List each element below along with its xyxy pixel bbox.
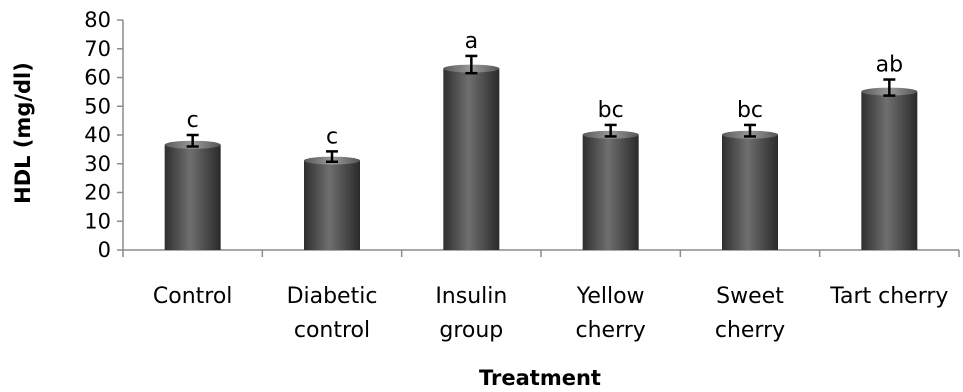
- y-axis-title: HDL (mg/dl): [11, 62, 35, 204]
- bar-group: bc: [582, 98, 639, 250]
- bar: [164, 144, 221, 250]
- bar: [582, 134, 639, 250]
- y-tick-label: 60: [84, 66, 111, 90]
- bars: c c a bc bc ab: [164, 29, 918, 250]
- bar: [861, 91, 918, 250]
- bar: [304, 160, 360, 250]
- bar-group: bc: [722, 98, 778, 250]
- significance-label: ab: [876, 53, 903, 78]
- y-tick-label: 80: [84, 8, 111, 32]
- y-tick-label: 40: [84, 123, 111, 147]
- significance-label: a: [465, 29, 478, 54]
- y-tick-label: 20: [84, 181, 111, 205]
- category-label: Diabetic: [287, 284, 378, 309]
- category-label: Sweet: [716, 284, 784, 309]
- category-label: control: [294, 318, 370, 343]
- significance-label: bc: [737, 98, 763, 123]
- category-label: cherry: [576, 318, 646, 343]
- significance-label: c: [187, 108, 199, 133]
- category-label: cherry: [715, 318, 785, 343]
- category-label: Yellow: [576, 284, 645, 309]
- x-axis-title: Treatment: [479, 366, 601, 390]
- y-tick-label: 10: [84, 209, 111, 233]
- bar-group: c: [304, 124, 360, 250]
- category-label: Control: [153, 284, 233, 309]
- bar: [443, 68, 500, 250]
- x-axis: Control Diabetic control Insulin group Yellow…: [122, 249, 960, 343]
- category-label: Insulin: [435, 284, 507, 309]
- y-tick-label: 0: [98, 238, 111, 262]
- y-tick-label: 50: [84, 94, 111, 118]
- bar-group: ab: [861, 53, 918, 250]
- significance-label: bc: [598, 98, 624, 123]
- bar: [722, 134, 778, 250]
- category-label: Tart cherry: [829, 284, 948, 309]
- y-axis: 0 10 20 30 40 50 60 70 80: [84, 8, 124, 262]
- significance-label: c: [326, 124, 338, 149]
- y-tick-label: 30: [84, 152, 111, 176]
- y-tick-label: 70: [84, 37, 111, 61]
- bar-group: c: [164, 108, 221, 250]
- category-label: group: [439, 318, 503, 343]
- bar-group: a: [443, 29, 500, 250]
